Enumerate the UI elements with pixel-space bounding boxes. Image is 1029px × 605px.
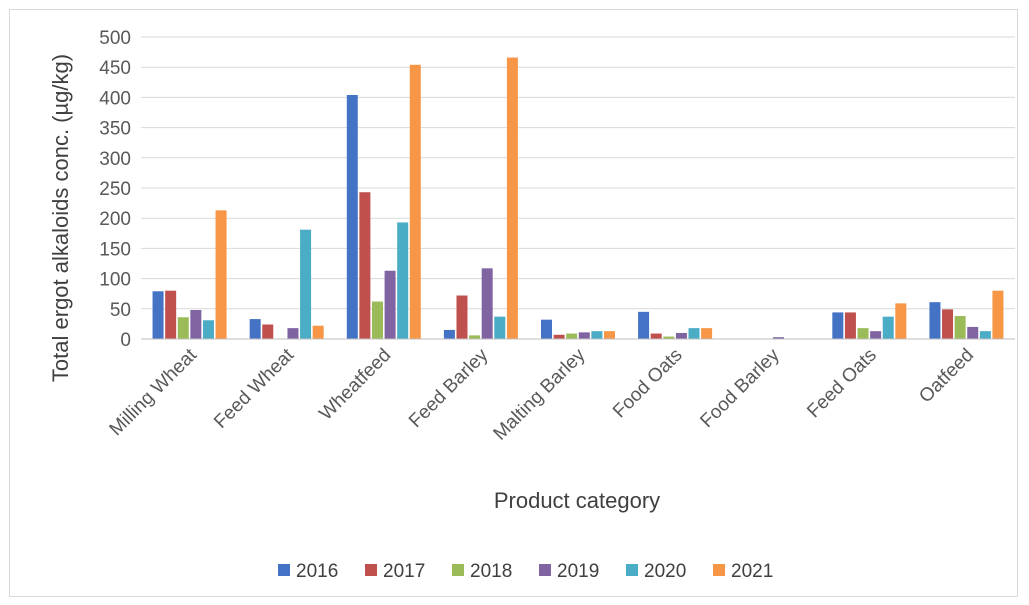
bar-2017-0: [165, 290, 177, 339]
x-tick-label: Food Barley: [696, 344, 784, 432]
bar-2019-2: [384, 270, 396, 339]
bar-2021-1: [312, 325, 324, 339]
y-tick-label: 200: [99, 209, 131, 230]
bar-2018-4: [566, 333, 578, 339]
bar-2019-6: [773, 337, 785, 339]
y-tick-label: 300: [99, 149, 131, 170]
bar-2016-7: [832, 312, 844, 339]
y-tick-label: 50: [110, 300, 131, 321]
x-tick-label: Wheatfeed: [315, 345, 395, 425]
bar-2018-7: [857, 328, 869, 339]
legend-label: 2018: [470, 561, 512, 582]
bar-2020-4: [591, 331, 603, 339]
bar-2020-2: [397, 222, 409, 339]
y-tick-label: 150: [99, 239, 131, 260]
legend: 2016 2017 2018 2019 2020 2021: [278, 561, 773, 582]
bar-2019-5: [675, 332, 687, 339]
bar-2018-3: [469, 335, 481, 339]
y-axis-title: Total ergot alkaloids conc. (µg/kg): [48, 54, 73, 382]
bar-2021-0: [215, 210, 227, 339]
legend-label: 2017: [383, 561, 425, 582]
bar-2021-7: [895, 303, 907, 339]
bar-2018-2: [371, 301, 383, 339]
bar-2020-0: [202, 320, 214, 339]
bar-2016-1: [249, 319, 261, 339]
x-tick-label: Oatfeed: [915, 345, 978, 408]
bar-2020-3: [494, 316, 506, 339]
x-axis-title: Product category: [494, 488, 660, 513]
bar-2019-7: [870, 331, 882, 339]
legend-label: 2016: [296, 561, 338, 582]
bar-2021-5: [701, 328, 713, 339]
bar-2017-5: [650, 333, 662, 339]
bar-2016-3: [443, 329, 455, 339]
x-tick-label: Feed Wheat: [210, 344, 299, 433]
legend-label: 2019: [557, 561, 599, 582]
bar-2018-0: [177, 317, 189, 339]
y-tick-label: 100: [99, 270, 131, 291]
bar-2020-8: [979, 331, 991, 339]
bar-2017-3: [456, 295, 468, 339]
bar-2016-2: [346, 94, 358, 339]
y-tick-labels: 0 50 100 150 200 250 300 350 400 450 500: [99, 28, 131, 351]
y-tick-label: 250: [99, 179, 131, 200]
bar-2016-4: [541, 319, 552, 339]
bar-2021-4: [604, 331, 615, 339]
legend-swatch-2018: [452, 564, 464, 576]
y-tick-label: 400: [99, 88, 131, 109]
y-tick-label: 0: [120, 330, 131, 351]
bars: [152, 57, 1004, 339]
bar-2018-5: [663, 336, 675, 339]
legend-swatch-2017: [365, 564, 377, 576]
y-tick-label: 450: [99, 58, 131, 79]
bar-2019-1: [287, 328, 299, 339]
bar-2019-4: [578, 332, 590, 339]
legend-swatch-2019: [539, 564, 551, 576]
bar-2018-8: [954, 316, 966, 339]
bar-2017-4: [553, 334, 565, 339]
bar-2016-8: [929, 302, 941, 339]
bar-2016-0: [152, 291, 164, 339]
bar-2017-7: [844, 312, 856, 339]
bar-2021-8: [992, 290, 1004, 339]
legend-swatch-2016: [278, 564, 290, 576]
gridlines: [141, 36, 1015, 310]
x-tick-label: Milling Wheat: [106, 344, 202, 440]
x-tick-label: Feed Barley: [405, 344, 493, 432]
bar-2020-1: [300, 229, 312, 339]
x-tick-label: Malting Barley: [490, 344, 590, 444]
legend-swatch-2021: [713, 564, 725, 576]
x-tick-labels: Milling Wheat Feed Wheat Wheatfeed Feed Bar…: [106, 344, 978, 444]
legend-label: 2020: [644, 561, 686, 582]
legend-label: 2021: [731, 561, 773, 582]
bar-2017-1: [262, 324, 274, 339]
bar-2017-8: [942, 309, 954, 339]
x-tick-label: Food Oats: [609, 345, 687, 423]
bar-2017-2: [359, 192, 371, 339]
bar-2021-3: [506, 57, 518, 339]
y-tick-label: 500: [99, 28, 131, 49]
y-tick-label: 350: [99, 119, 131, 140]
bar-2019-3: [481, 268, 493, 339]
bar-2020-5: [688, 328, 700, 339]
bar-2020-7: [882, 316, 894, 339]
bar-2016-5: [638, 311, 650, 339]
bar-2021-2: [409, 64, 421, 339]
legend-swatch-2020: [626, 564, 638, 576]
bar-2019-0: [190, 310, 202, 339]
bar-2019-8: [967, 326, 979, 339]
x-tick-label: Feed Oats: [803, 345, 881, 423]
